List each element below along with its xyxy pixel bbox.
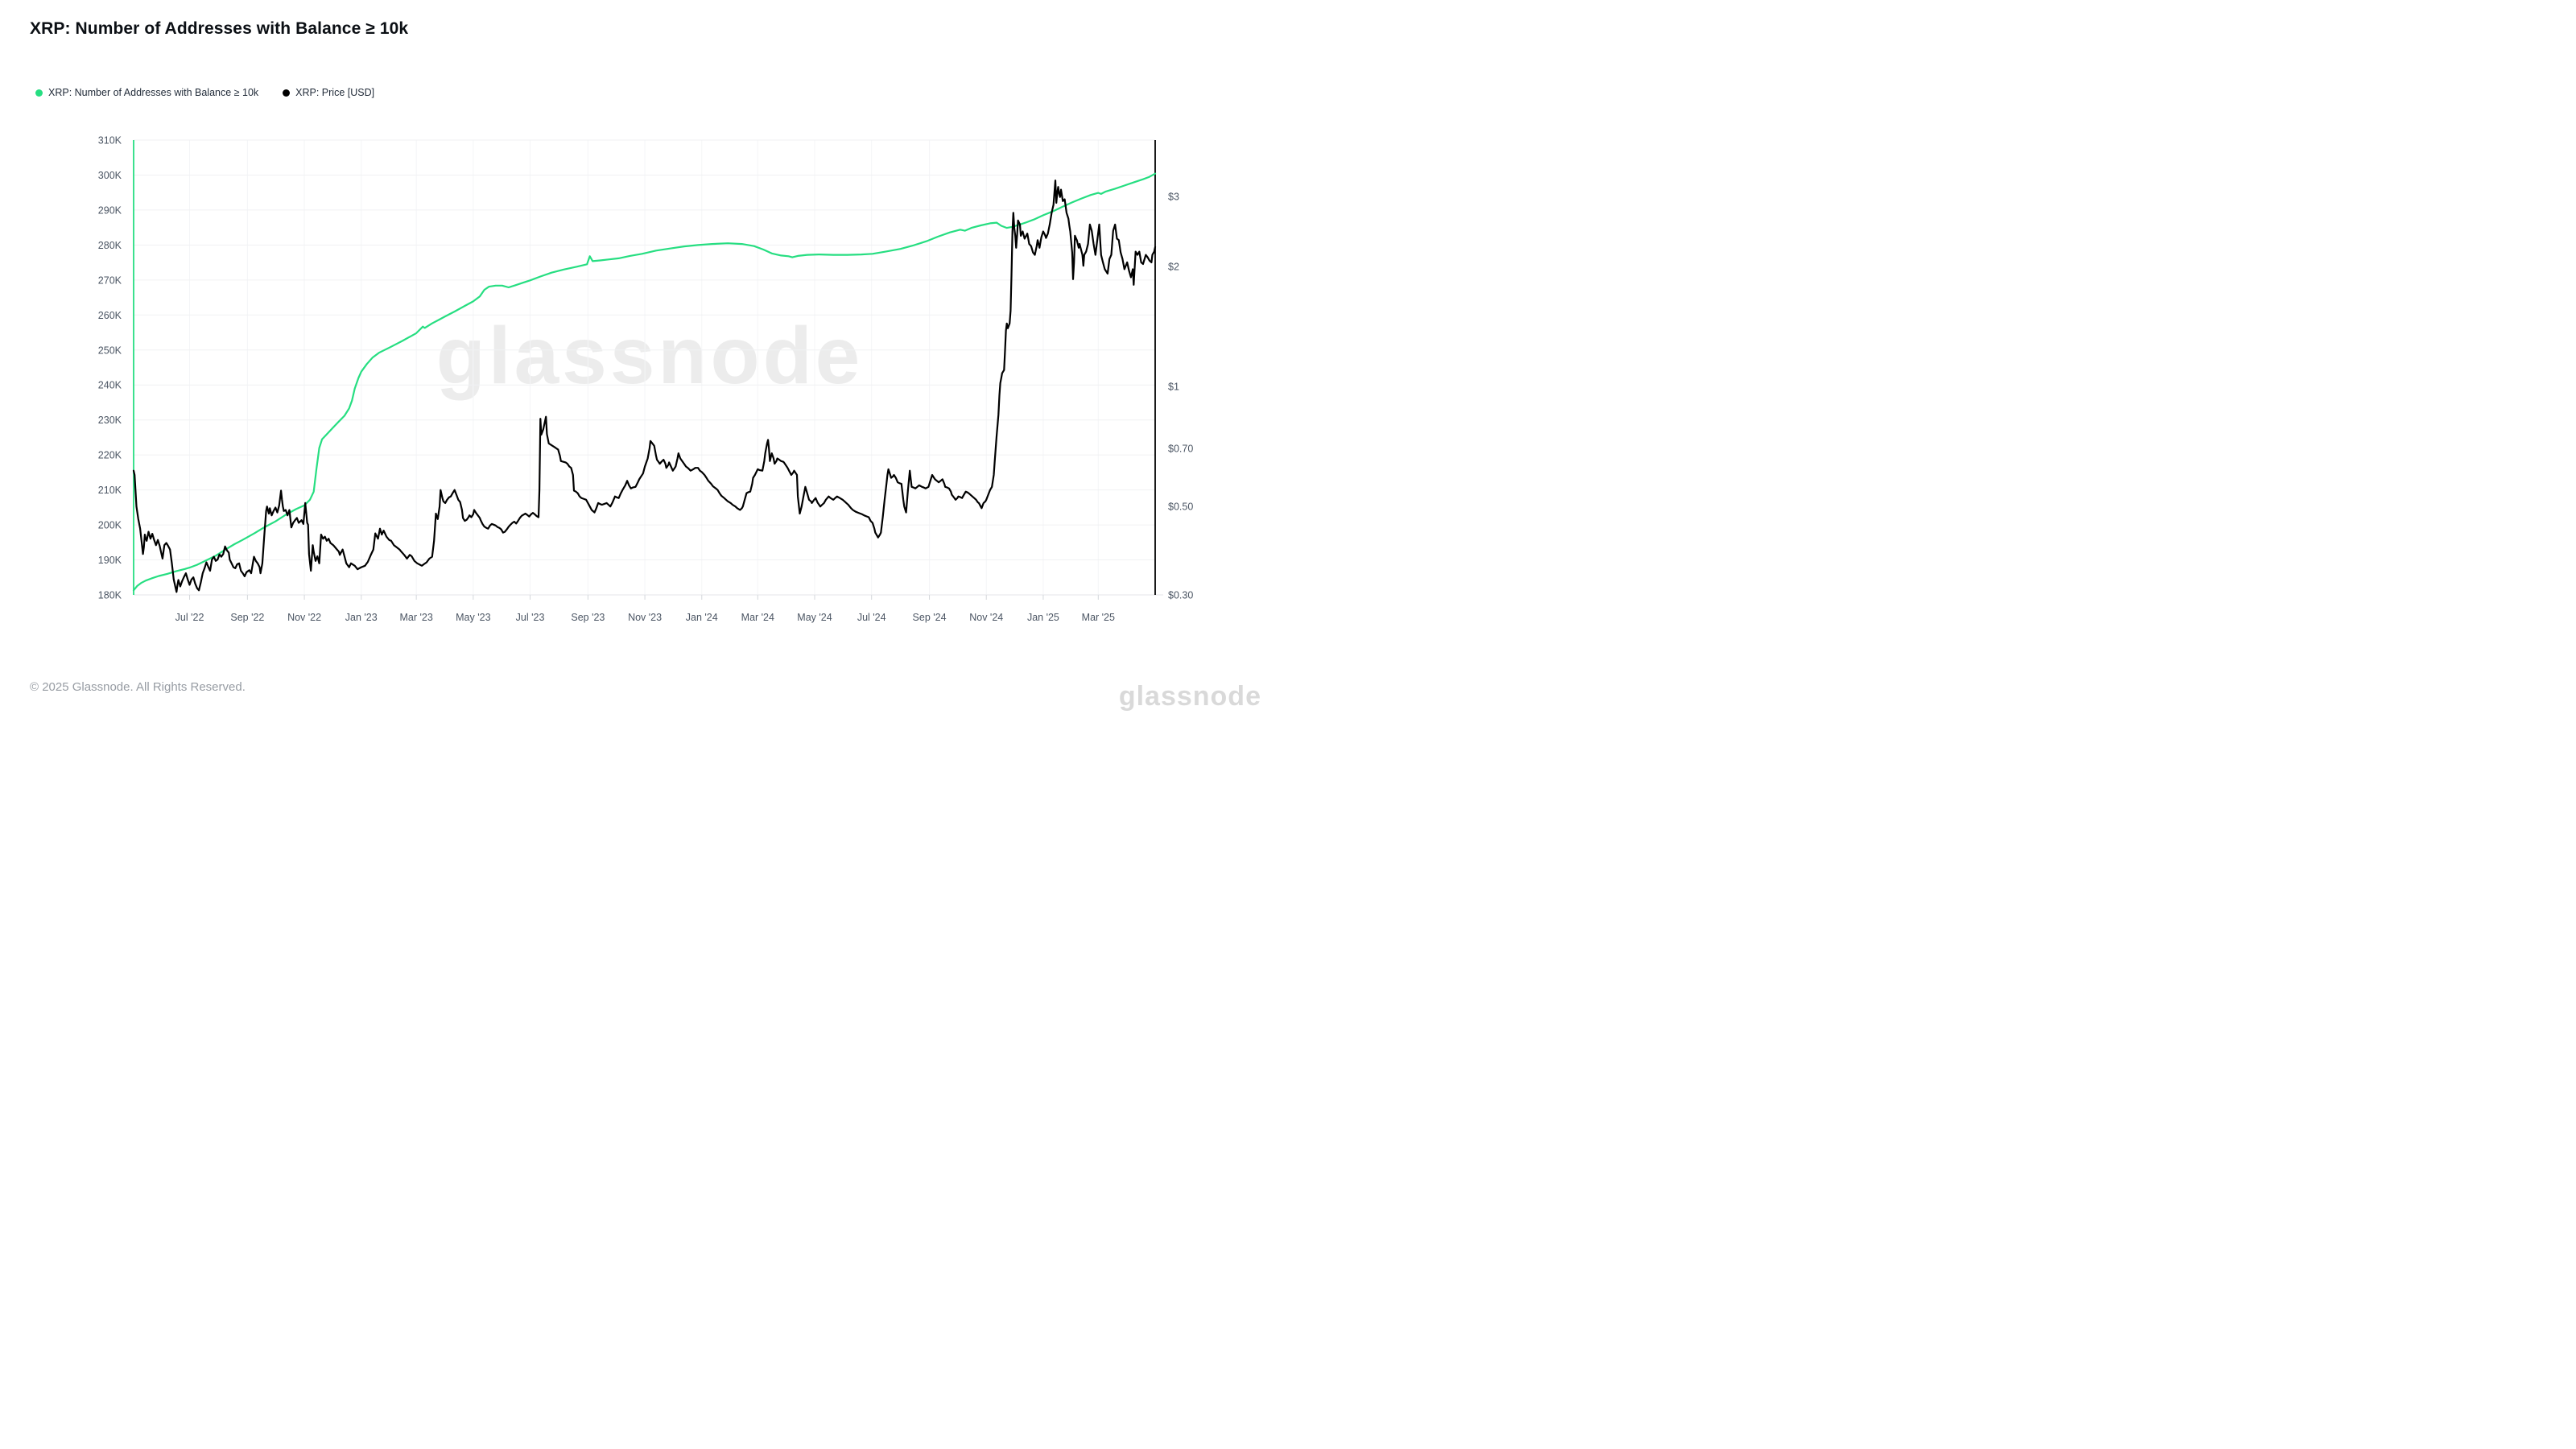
page-title: XRP: Number of Addresses with Balance ≥ … <box>30 19 409 38</box>
left-axis-tick-label: 240K <box>98 380 122 391</box>
chart-plot-area[interactable]: 310K 300K 290K 280K 270K 260K 250K 240K 230K 220K… <box>0 0 1288 724</box>
right-axis-tick-label: $3 <box>1168 192 1179 203</box>
left-axis-tick-label: 180K <box>98 590 122 601</box>
x-axis-tick-label: Nov '23 <box>628 612 662 623</box>
copyright-text: © 2025 Glassnode. All Rights Reserved. <box>30 680 246 694</box>
x-axis-tick-label: Sep '22 <box>230 612 264 623</box>
x-axis-tick-label: Sep '23 <box>571 612 605 623</box>
x-axis-tick-label: Mar '24 <box>741 612 774 623</box>
left-axis-tick-label: 220K <box>98 450 122 461</box>
x-axis-tick-label: Jul '23 <box>516 612 545 623</box>
x-axis-tick-label: Nov '22 <box>287 612 321 623</box>
glassnode-watermark: glassnode <box>436 311 864 401</box>
left-axis-tick-label: 250K <box>98 345 122 356</box>
left-axis-tick-label: 260K <box>98 310 122 321</box>
glassnode-logo: glassnode <box>1118 681 1261 712</box>
x-axis-tick-label: Mar '23 <box>399 612 432 623</box>
x-axis-tick-label: May '23 <box>456 612 490 623</box>
right-axis-tick-label: $0.30 <box>1168 590 1193 601</box>
left-axis-tick-label: 200K <box>98 520 122 531</box>
x-axis-tick-label: Sep '24 <box>913 612 947 623</box>
left-axis-tick-label: 230K <box>98 415 122 426</box>
x-axis-tick-label: Jan '25 <box>1027 612 1059 623</box>
glassnode-chart-page: XRP: Number of Addresses with Balance ≥ … <box>0 0 1288 724</box>
legend-item-price[interactable]: XRP: Price [USD] <box>283 87 374 98</box>
right-axis-tick-label: $2 <box>1168 262 1179 273</box>
left-axis-tick-label: 270K <box>98 275 122 286</box>
right-axis-tick-label: $0.50 <box>1168 502 1193 513</box>
x-axis-tick-label: Jul '24 <box>857 612 886 623</box>
series-line-addresses <box>132 172 1157 592</box>
legend-label-addresses: XRP: Number of Addresses with Balance ≥ … <box>48 87 259 98</box>
left-axis-tick-label: 280K <box>98 240 122 251</box>
x-axis-tick-label: May '24 <box>797 612 832 623</box>
x-axis-tick-label: Jan '24 <box>686 612 718 623</box>
right-axis-tick-label: $0.70 <box>1168 443 1193 454</box>
legend-item-addresses[interactable]: XRP: Number of Addresses with Balance ≥ … <box>35 87 258 98</box>
x-axis-tick-label: Jan '23 <box>345 612 378 623</box>
x-axis-tick-label: Mar '25 <box>1082 612 1115 623</box>
left-axis-tick-label: 290K <box>98 204 122 216</box>
legend-label-price: XRP: Price [USD] <box>295 87 375 98</box>
right-axis-tick-label: $1 <box>1168 382 1179 393</box>
legend-dot-addresses-icon <box>35 89 43 97</box>
series-line-price <box>132 180 1157 593</box>
legend: XRP: Number of Addresses with Balance ≥ … <box>35 87 374 98</box>
x-axis-tick-label: Nov '24 <box>969 612 1003 623</box>
left-axis-tick-label: 310K <box>98 135 122 147</box>
x-axis-tick-label: Jul '22 <box>175 612 204 623</box>
legend-dot-price-icon <box>283 89 291 97</box>
left-axis-tick-label: 210K <box>98 485 122 496</box>
left-axis-tick-label: 300K <box>98 170 122 181</box>
left-axis-tick-label: 190K <box>98 555 122 566</box>
